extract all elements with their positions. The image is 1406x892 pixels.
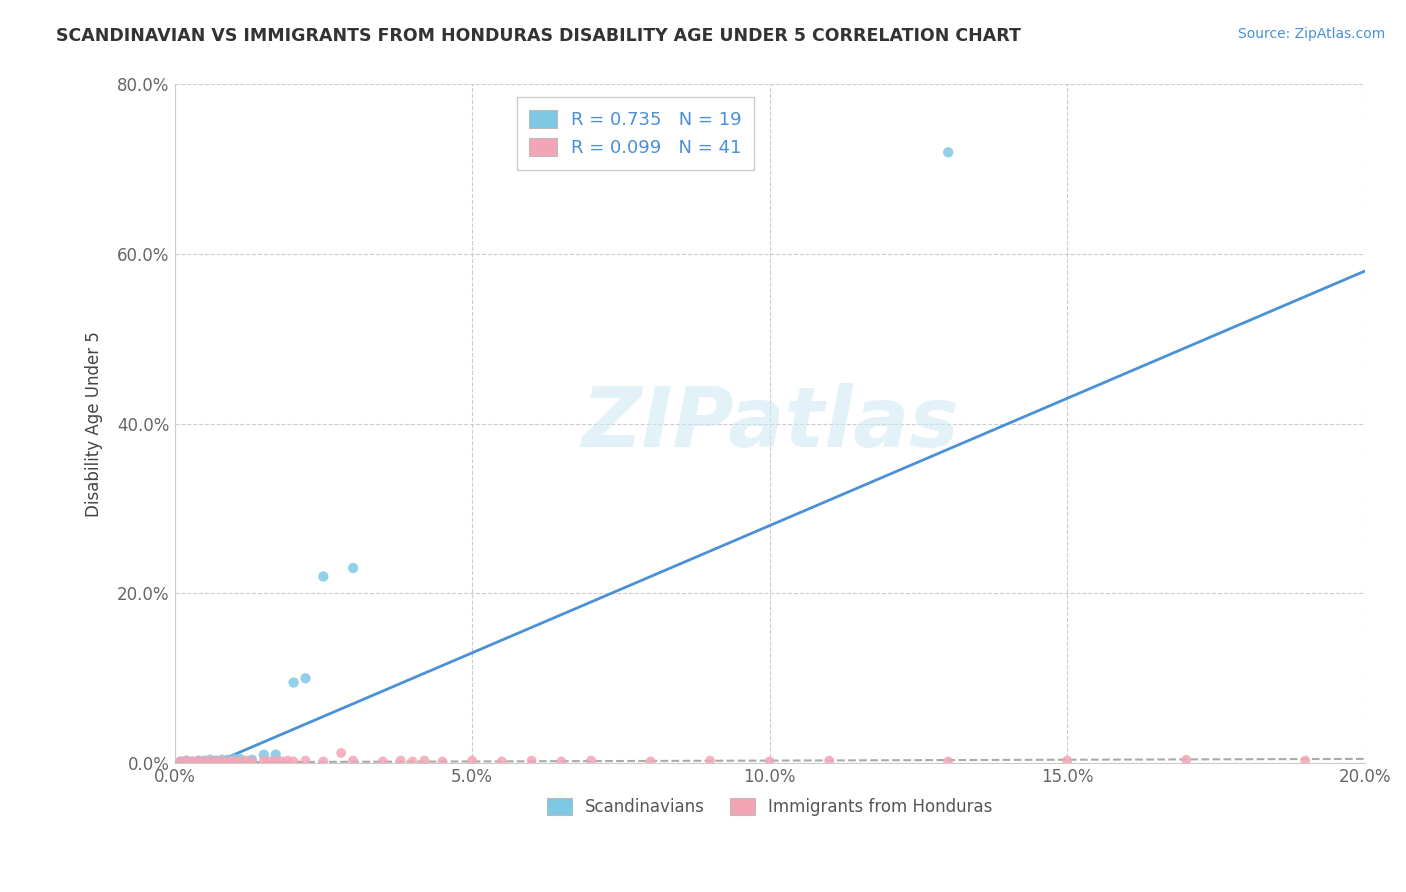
Point xyxy=(432,755,454,769)
Point xyxy=(342,754,364,768)
Point xyxy=(818,754,841,768)
Point xyxy=(211,753,233,767)
Point xyxy=(699,754,721,768)
Point xyxy=(222,754,245,768)
Point xyxy=(222,752,245,766)
Text: Source: ZipAtlas.com: Source: ZipAtlas.com xyxy=(1237,27,1385,41)
Point xyxy=(371,755,394,769)
Point xyxy=(270,755,292,769)
Point xyxy=(401,755,423,769)
Point xyxy=(253,754,276,768)
Point xyxy=(550,755,572,769)
Point xyxy=(240,755,263,769)
Point xyxy=(312,569,335,583)
Text: SCANDINAVIAN VS IMMIGRANTS FROM HONDURAS DISABILITY AGE UNDER 5 CORRELATION CHAR: SCANDINAVIAN VS IMMIGRANTS FROM HONDURAS… xyxy=(56,27,1021,45)
Point xyxy=(342,561,364,575)
Point xyxy=(193,755,215,769)
Point xyxy=(181,755,204,769)
Point xyxy=(229,752,252,766)
Point xyxy=(176,754,198,768)
Point xyxy=(264,754,287,768)
Point xyxy=(461,754,484,768)
Point xyxy=(217,753,239,767)
Point xyxy=(187,754,209,768)
Point xyxy=(520,754,543,768)
Point xyxy=(413,754,436,768)
Point xyxy=(936,145,959,160)
Point xyxy=(200,754,222,768)
Point xyxy=(1175,753,1198,767)
Point xyxy=(758,755,780,769)
Point xyxy=(205,755,228,769)
Point xyxy=(936,755,959,769)
Point xyxy=(283,755,305,769)
Point xyxy=(240,753,263,767)
Point xyxy=(211,754,233,768)
Point xyxy=(277,754,299,768)
Point xyxy=(294,671,316,685)
Point xyxy=(193,754,215,768)
Point xyxy=(1056,754,1078,768)
Point xyxy=(640,755,662,769)
Point xyxy=(253,747,276,762)
Point xyxy=(235,754,257,768)
Point xyxy=(264,747,287,762)
Point xyxy=(389,754,412,768)
Point xyxy=(217,755,239,769)
Legend: Scandinavians, Immigrants from Honduras: Scandinavians, Immigrants from Honduras xyxy=(540,791,1000,822)
Point xyxy=(181,755,204,769)
Point xyxy=(579,754,602,768)
Text: ZIPatlas: ZIPatlas xyxy=(581,384,959,464)
Point xyxy=(205,754,228,768)
Point xyxy=(200,753,222,767)
Point xyxy=(330,746,353,760)
Point xyxy=(229,755,252,769)
Point xyxy=(187,754,209,768)
Point xyxy=(283,675,305,690)
Point xyxy=(312,755,335,769)
Point xyxy=(259,755,281,769)
Point xyxy=(491,755,513,769)
Point xyxy=(294,754,316,768)
Y-axis label: Disability Age Under 5: Disability Age Under 5 xyxy=(86,331,103,516)
Point xyxy=(169,755,191,769)
Point xyxy=(176,754,198,768)
Point xyxy=(169,755,191,769)
Point xyxy=(1294,754,1316,768)
